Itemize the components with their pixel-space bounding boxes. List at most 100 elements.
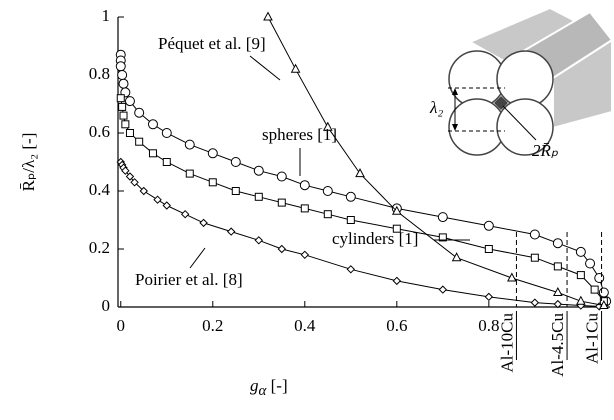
marker	[553, 299, 563, 309]
y-tick-label: 0.2	[89, 238, 110, 257]
marker	[392, 224, 401, 233]
marker	[484, 245, 493, 253]
marker	[148, 149, 157, 158]
marker	[277, 244, 287, 254]
marker	[230, 157, 241, 167]
marker	[161, 128, 172, 138]
marker	[392, 276, 402, 286]
marker	[299, 180, 310, 191]
marker	[530, 253, 539, 262]
y-tick-label: 0.6	[89, 122, 110, 141]
marker	[290, 63, 301, 73]
marker	[116, 94, 125, 103]
x-axis-label: gα [-]	[250, 376, 288, 400]
y-tick-label: 0	[102, 296, 111, 315]
marker	[226, 227, 236, 236]
y-tick-label: 0.4	[89, 180, 111, 199]
marker	[153, 195, 162, 204]
inset-diagram: λ₂ 2R̄ₚ	[429, 6, 614, 160]
marker	[119, 111, 128, 120]
x-tick-label: 0	[117, 316, 126, 335]
y-axis-label: R̄ₚ/λ₂ [-]	[19, 133, 38, 192]
marker	[576, 295, 586, 305]
marker	[553, 286, 563, 296]
series-label: spheres [1]	[262, 125, 337, 144]
marker	[118, 78, 129, 89]
marker	[355, 168, 365, 178]
marker	[117, 70, 128, 80]
marker	[598, 287, 609, 298]
marker	[134, 107, 145, 118]
marker	[118, 102, 127, 111]
marker	[300, 204, 309, 213]
spacing-label: λ₂	[429, 98, 443, 117]
y-tick-label: 1	[102, 6, 111, 25]
marker	[125, 172, 135, 181]
marker	[185, 169, 194, 178]
marker	[184, 139, 195, 150]
x-tick-label: 0.2	[202, 316, 223, 335]
marker	[585, 258, 596, 269]
y-tick-label: 0.8	[89, 64, 110, 83]
marker	[346, 216, 355, 224]
marker	[199, 218, 208, 228]
marker	[124, 96, 135, 107]
marker	[507, 272, 517, 282]
marker	[277, 198, 286, 207]
marker	[346, 265, 356, 274]
marker	[594, 273, 605, 283]
x-tick-label: 0.8	[478, 316, 499, 335]
marker	[254, 192, 263, 201]
series-label: Péquet et al. [9]	[158, 34, 266, 53]
series-line	[267, 16, 604, 307]
marker	[125, 129, 134, 137]
label-arrow	[249, 55, 281, 81]
marker	[484, 292, 494, 302]
marker	[207, 148, 218, 159]
marker	[451, 252, 462, 262]
marker	[391, 205, 402, 215]
series-label: Poirier et al. [8]	[135, 270, 243, 289]
alloy-label: Al-4.5Cu	[548, 313, 567, 377]
series-label: cylinders [1]	[332, 229, 418, 248]
marker	[529, 229, 540, 240]
marker	[276, 171, 287, 182]
marker	[208, 178, 217, 187]
marker	[253, 165, 264, 176]
pore-label: 2R̄ₚ	[532, 141, 559, 160]
marker	[530, 298, 540, 307]
marker	[130, 178, 139, 187]
marker	[231, 187, 240, 195]
alloy-label: Al-1Cu	[582, 313, 601, 365]
marker	[322, 121, 333, 131]
label-arrow	[189, 247, 206, 269]
marker	[139, 186, 148, 196]
x-tick-label: 0.6	[386, 316, 407, 335]
marker	[575, 246, 586, 257]
marker	[576, 271, 585, 280]
alloy-label: Al-10Cu	[497, 313, 516, 373]
marker	[263, 11, 273, 21]
marker	[115, 61, 126, 72]
marker	[323, 210, 332, 219]
marker	[438, 285, 448, 294]
marker	[254, 236, 263, 245]
marker	[121, 166, 130, 175]
marker	[147, 119, 158, 130]
marker	[162, 158, 171, 166]
marker	[162, 201, 171, 210]
x-tick-label: 0.4	[294, 316, 316, 335]
marker	[590, 285, 599, 294]
marker	[135, 137, 144, 146]
marker	[483, 220, 494, 231]
marker	[553, 262, 562, 271]
marker	[322, 186, 333, 196]
marker	[121, 120, 130, 129]
marker	[345, 191, 356, 202]
marker	[437, 212, 448, 223]
marker	[180, 209, 190, 219]
marker	[552, 238, 563, 249]
marker	[300, 250, 310, 260]
marker	[438, 233, 447, 242]
